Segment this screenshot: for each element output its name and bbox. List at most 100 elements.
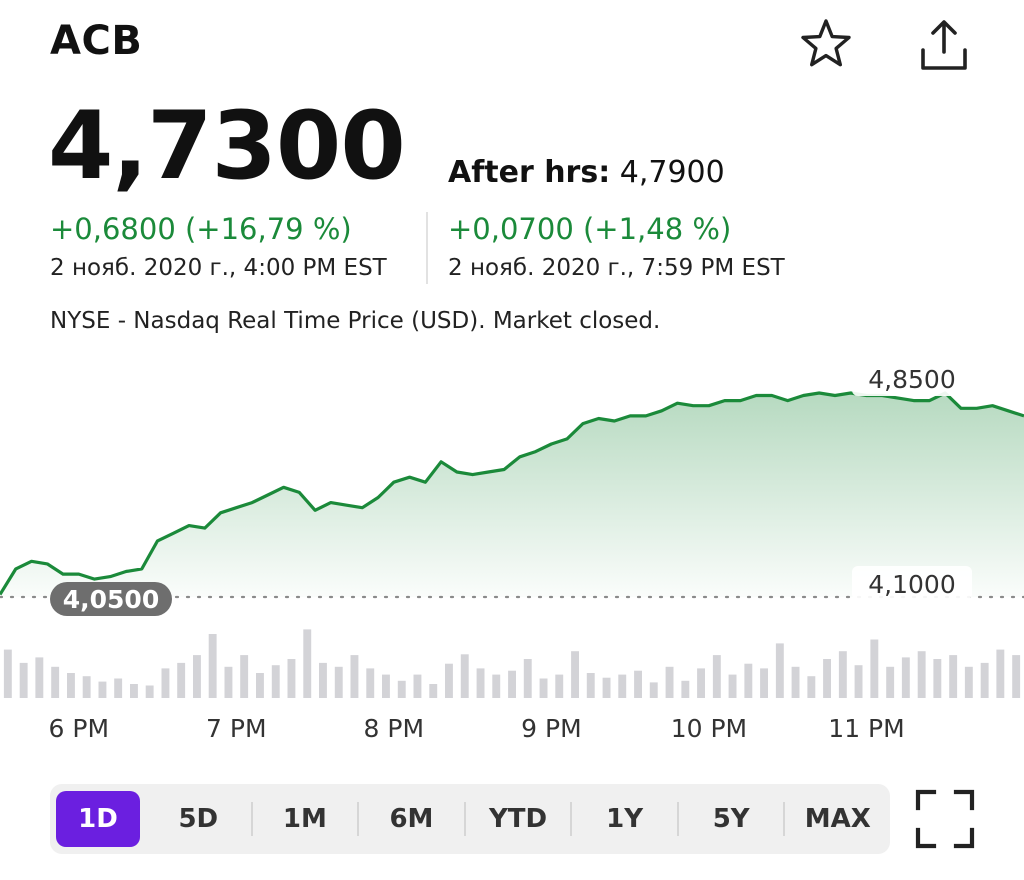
range-button-5d[interactable]: 5D: [178, 804, 219, 834]
time-range-selector: 1D 5D 1M 6M YTD 1Y 5Y MAX: [50, 784, 890, 854]
volume-bar: [681, 680, 690, 698]
volume-bar: [555, 674, 564, 698]
range-separator: [783, 802, 786, 836]
volume-bar: [1012, 655, 1021, 698]
volume-bar: [130, 684, 138, 698]
volume-bar: [145, 685, 154, 698]
volume-bar: [460, 654, 469, 698]
volume-bar: [523, 659, 532, 698]
range-separator: [676, 802, 679, 836]
volume-bars: [3, 629, 1021, 698]
price-source-note: NYSE - Nasdaq Real Time Price (USD). Mar…: [50, 308, 661, 334]
price-area-fill: [0, 393, 1024, 597]
after-hours-price: 4,7900: [619, 155, 725, 190]
volume-bar: [397, 680, 406, 698]
after-hours-timestamp: 2 нояб. 2020 г., 7:59 PM EST: [448, 255, 785, 281]
favorite-button[interactable]: [796, 14, 856, 74]
volume-bar: [413, 674, 422, 698]
volume-bar: [303, 629, 312, 698]
volume-bar: [634, 670, 642, 698]
low-label-background: [852, 566, 972, 600]
volume-bar: [508, 670, 516, 698]
volume-bar: [35, 657, 44, 698]
volume-bar: [193, 655, 201, 698]
volume-bar: [886, 666, 895, 698]
volume-bar: [649, 682, 658, 698]
after-hours-label: After hrs:: [448, 155, 611, 190]
volume-bar: [319, 662, 327, 698]
high-price-label: 4,8500: [868, 365, 955, 394]
volume-bar: [838, 651, 847, 698]
volume-bar: [602, 677, 611, 698]
volume-bar: [949, 655, 958, 698]
range-button-1y[interactable]: 1Y: [606, 804, 644, 834]
after-hours-change: +0,0700 (+1,48 %): [448, 212, 732, 246]
volume-bar: [334, 666, 343, 698]
volume-bar: [586, 673, 595, 698]
previous-close-label: 4,0500: [63, 585, 159, 614]
volume-bar: [67, 673, 75, 698]
range-button-1d[interactable]: 1D: [56, 791, 140, 847]
volume-bar: [287, 659, 296, 698]
fullscreen-icon: [915, 789, 975, 849]
volume-bar: [492, 674, 501, 698]
volume-bar: [366, 668, 375, 698]
volume-bar: [177, 662, 186, 698]
range-button-ytd[interactable]: YTD: [488, 804, 548, 834]
high-label-background: [852, 362, 972, 396]
share-button[interactable]: [914, 14, 974, 74]
volume-bar: [665, 666, 674, 698]
x-tick-label: 9 PM: [521, 714, 582, 743]
x-tick-label: 11 PM: [828, 714, 904, 743]
volume-bar: [618, 674, 627, 698]
volume-bar: [571, 651, 579, 698]
volume-bar: [791, 666, 800, 698]
volume-bar: [51, 666, 60, 698]
after-hours-price-line: After hrs: 4,7900: [448, 155, 725, 190]
volume-bar: [870, 639, 879, 698]
price-chart[interactable]: 4,8500 4,1000 4,0500 6 PM 7 PM 8 PM 9 PM 10 …: [0, 360, 1024, 770]
range-separator: [357, 802, 360, 836]
volume-bar: [996, 649, 1005, 698]
volume-bar: [901, 657, 910, 698]
x-tick-label: 6 PM: [49, 714, 110, 743]
x-tick-label: 7 PM: [206, 714, 267, 743]
range-button-1m[interactable]: 1M: [282, 804, 327, 834]
volume-bar: [760, 668, 768, 698]
volume-bar: [775, 643, 784, 698]
range-separator: [463, 802, 466, 836]
volume-bar: [161, 668, 170, 698]
volume-bar: [933, 659, 942, 698]
volume-bar: [445, 663, 453, 698]
share-icon: [921, 20, 967, 70]
x-axis-ticks: 6 PM 7 PM 8 PM 9 PM 10 PM 11 PM: [49, 714, 905, 743]
market-close-timestamp: 2 нояб. 2020 г., 4:00 PM EST: [50, 255, 387, 281]
volume-bar: [728, 674, 737, 698]
volume-bar: [208, 634, 217, 698]
volume-bar: [98, 681, 107, 698]
x-tick-label: 8 PM: [364, 714, 425, 743]
volume-bar: [823, 659, 831, 698]
fullscreen-button[interactable]: [912, 786, 978, 852]
range-button-5y[interactable]: 5Y: [712, 804, 750, 834]
volume-bar: [854, 665, 863, 698]
volume-bar: [240, 655, 249, 698]
range-button-6m[interactable]: 6M: [389, 804, 434, 834]
range-separator: [250, 802, 253, 836]
low-price-label: 4,1000: [868, 570, 955, 599]
quote-divider: [426, 212, 428, 284]
previous-close-pill: [50, 582, 172, 616]
range-button-max[interactable]: MAX: [804, 804, 871, 834]
volume-bar: [3, 649, 12, 698]
volume-bar: [917, 651, 926, 698]
volume-bar: [271, 665, 280, 698]
volume-bar: [19, 662, 28, 698]
volume-bar: [697, 668, 705, 698]
volume-bar: [964, 666, 973, 698]
range-separator: [570, 802, 573, 836]
volume-bar: [224, 666, 233, 698]
star-icon: [801, 19, 851, 67]
volume-bar: [382, 674, 390, 698]
volume-bar: [807, 676, 816, 698]
volume-bar: [539, 678, 548, 698]
